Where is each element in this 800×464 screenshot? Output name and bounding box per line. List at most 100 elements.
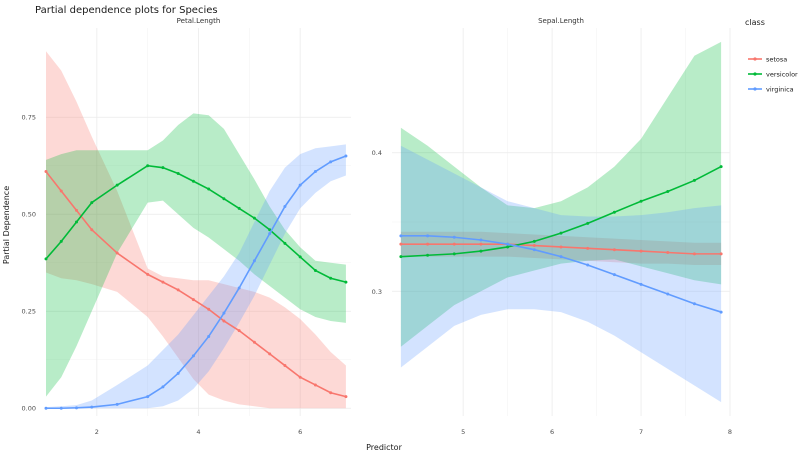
facet-label: Petal.Length <box>177 17 221 25</box>
x-axis-label: Predictor <box>366 443 402 452</box>
x-tick-label: 5 <box>461 428 465 436</box>
point-setosa <box>44 170 48 174</box>
point-setosa <box>298 375 302 379</box>
ribbon-setosa <box>46 51 346 409</box>
point-virginica <box>719 310 723 314</box>
point-setosa <box>207 307 211 311</box>
point-setosa <box>59 189 63 193</box>
point-versicolor <box>222 197 226 201</box>
point-versicolor <box>161 166 165 170</box>
ribbon-virginica <box>400 145 722 403</box>
x-tick-label: 8 <box>728 428 732 436</box>
point-setosa <box>586 246 590 250</box>
point-setosa <box>283 364 287 368</box>
point-versicolor <box>586 221 590 225</box>
y-tick-label: 0.00 <box>22 405 36 413</box>
x-tick-label: 6 <box>550 428 554 436</box>
point-versicolor <box>666 190 670 194</box>
ribbon-versicolor <box>46 113 346 397</box>
point-virginica <box>115 402 119 406</box>
point-versicolor <box>506 245 510 249</box>
point-versicolor <box>452 252 456 256</box>
ribbon-versicolor <box>400 41 722 347</box>
point-versicolor <box>44 257 48 261</box>
point-versicolor <box>115 183 119 187</box>
point-setosa <box>532 244 536 248</box>
point-setosa <box>115 251 119 255</box>
point-virginica <box>399 234 403 238</box>
legend-label-setosa: setosa <box>766 55 787 63</box>
point-setosa <box>666 250 670 254</box>
point-virginica <box>479 238 483 242</box>
point-setosa <box>612 248 616 252</box>
point-virginica <box>559 255 563 259</box>
point-virginica <box>90 405 94 409</box>
point-versicolor <box>237 206 241 210</box>
point-virginica <box>329 160 333 164</box>
point-setosa <box>692 252 696 256</box>
point-setosa <box>176 288 180 292</box>
point-versicolor <box>532 239 536 243</box>
point-setosa <box>719 252 723 256</box>
point-setosa <box>426 242 430 246</box>
ribbon-virginica <box>46 144 346 409</box>
legend-key-point <box>753 72 757 76</box>
point-virginica <box>692 302 696 306</box>
y-tick-label: 0.75 <box>22 114 36 122</box>
point-setosa <box>268 352 272 356</box>
point-virginica <box>237 286 241 290</box>
legend-key-point <box>753 87 757 91</box>
point-virginica <box>532 248 536 252</box>
point-versicolor <box>283 241 287 245</box>
y-tick-label: 0.4 <box>372 149 382 157</box>
point-virginica <box>506 242 510 246</box>
point-versicolor <box>612 210 616 214</box>
point-virginica <box>207 334 211 338</box>
point-versicolor <box>639 199 643 203</box>
point-virginica <box>44 406 48 410</box>
point-setosa <box>75 208 78 212</box>
point-setosa <box>452 242 456 246</box>
point-virginica <box>612 273 616 277</box>
y-tick-label: 0.50 <box>22 211 36 219</box>
point-virginica <box>252 259 256 263</box>
point-setosa <box>479 242 483 246</box>
x-tick-label: 7 <box>639 428 643 436</box>
point-versicolor <box>559 231 563 235</box>
point-setosa <box>252 340 256 344</box>
point-setosa <box>161 280 165 284</box>
point-versicolor <box>313 269 317 272</box>
legend-title: class <box>745 18 765 27</box>
point-versicolor <box>298 255 302 259</box>
point-setosa <box>313 383 317 387</box>
point-virginica <box>313 170 317 174</box>
point-setosa <box>344 395 348 399</box>
point-setosa <box>222 319 226 323</box>
point-versicolor <box>59 239 63 243</box>
point-setosa <box>90 228 94 232</box>
point-versicolor <box>399 255 403 259</box>
legend: class setosa versicolor virginica <box>745 18 798 93</box>
point-virginica <box>586 263 590 267</box>
point-versicolor <box>719 165 723 169</box>
y-tick-label: 0.3 <box>372 288 382 296</box>
y-axis-label: Partial Dependence <box>2 186 11 264</box>
x-tick-label: 6 <box>298 428 302 436</box>
point-virginica <box>344 154 348 158</box>
y-tick-label: 0.25 <box>22 308 36 316</box>
point-virginica <box>452 235 456 239</box>
legend-key-point <box>753 57 757 61</box>
point-virginica <box>191 354 195 358</box>
point-versicolor <box>268 228 272 232</box>
point-virginica <box>426 234 430 238</box>
facet-panel-1: Sepal.Length 5 6 7 8 0.3 0.4 <box>372 17 732 436</box>
point-setosa <box>329 391 333 395</box>
point-setosa <box>191 298 195 302</box>
point-versicolor <box>146 164 150 168</box>
facet-panels: Petal.Length 2 4 6 0.00 0.25 0.50 0.75 Sepal.Len… <box>22 17 733 436</box>
point-virginica <box>75 406 78 410</box>
point-virginica <box>222 311 226 315</box>
point-virginica <box>176 371 180 375</box>
facet-label: Sepal.Length <box>538 17 584 25</box>
